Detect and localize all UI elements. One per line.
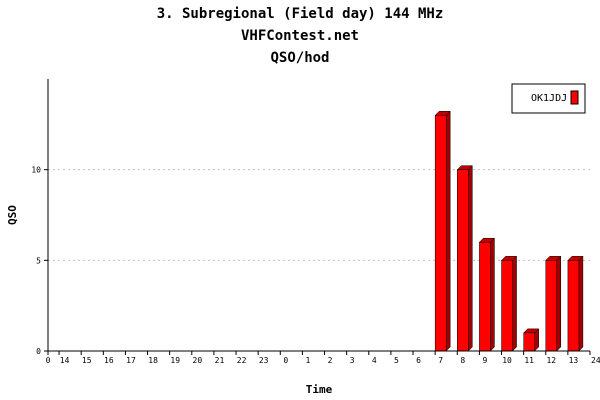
x-tick-label: 19	[170, 356, 180, 365]
bar-side	[468, 165, 473, 352]
axes	[44, 79, 591, 355]
x-tick-label: 24	[591, 356, 600, 365]
x-tick-label: 0	[46, 356, 51, 365]
bar-side	[490, 237, 495, 352]
x-tick-label: 20	[193, 356, 203, 365]
x-tick-label: 8	[460, 356, 465, 365]
bar-side	[445, 110, 451, 352]
x-tick-label: 22	[237, 356, 247, 365]
bar	[434, 115, 447, 352]
x-tick-label: 5	[394, 356, 399, 365]
x-tick-label: 6	[416, 356, 421, 365]
x-tick-label: 21	[215, 356, 225, 365]
x-tick-label: 13	[569, 356, 579, 365]
x-tick-label: 23	[259, 356, 269, 365]
x-tick-label: 7	[438, 356, 443, 365]
x-tick-label: 11	[524, 356, 534, 365]
bars	[434, 110, 584, 352]
y-axis-label: QSO	[6, 205, 19, 225]
chart-subtitle-unit: QSO/hod	[270, 50, 330, 66]
x-tick-label: 18	[148, 356, 158, 365]
x-tick-label: 17	[126, 356, 136, 365]
y-tick-label: 5	[36, 256, 41, 265]
legend-swatch	[570, 90, 579, 105]
bar	[501, 260, 513, 352]
x-tick-label: 4	[372, 356, 377, 365]
legend: OK1JDJ	[511, 83, 586, 114]
x-tick-label: 2	[328, 356, 333, 365]
bar-side	[556, 255, 562, 352]
y-tick-label: 0	[36, 347, 41, 356]
x-tick-label: 1	[306, 356, 311, 365]
x-tick-label: 3	[350, 356, 355, 365]
x-tick-label: 10	[502, 356, 512, 365]
x-tick-label: 15	[82, 356, 92, 365]
chart-subtitle: VHFContest.net	[240, 28, 359, 44]
legend-label: OK1JDJ	[531, 93, 567, 104]
grid	[48, 169, 590, 261]
bar	[545, 260, 558, 352]
x-tick-label: 16	[104, 356, 114, 365]
bar	[479, 241, 491, 352]
bar	[567, 260, 580, 352]
chart-title: 3. Subregional (Field day) 144 MHz	[156, 6, 444, 22]
bar-side	[578, 255, 584, 352]
y-tick-label: 10	[31, 166, 41, 175]
x-tick-label: 12	[546, 356, 556, 365]
bar	[523, 332, 535, 352]
x-tick-label: 14	[60, 356, 70, 365]
bar-side	[512, 255, 517, 352]
x-tick-label: 9	[483, 356, 488, 365]
bar	[457, 169, 469, 352]
x-tick-label: 0	[283, 356, 288, 365]
x-axis-label: Time	[306, 383, 333, 396]
